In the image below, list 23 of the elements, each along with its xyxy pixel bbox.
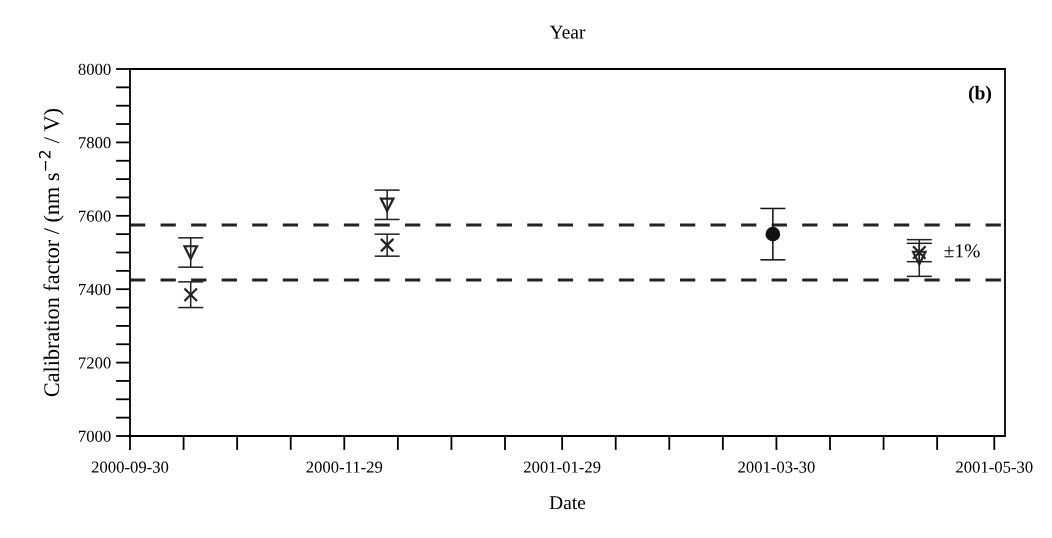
chart-title: Year bbox=[549, 25, 586, 39]
point bbox=[183, 245, 199, 260]
x-tick-label: 2001-01-29 bbox=[523, 461, 601, 473]
point bbox=[183, 287, 199, 303]
x-axis-title: Date bbox=[549, 496, 586, 510]
annotation: (b) bbox=[968, 85, 992, 104]
y-tick-label: 7200 bbox=[79, 357, 111, 369]
y-tick-label: 7600 bbox=[79, 210, 111, 222]
y-tick-label: 7800 bbox=[79, 137, 111, 149]
x-tick-label: 2001-05-30 bbox=[956, 461, 1033, 473]
y-tick-label: 7400 bbox=[79, 283, 111, 296]
point bbox=[379, 197, 395, 213]
y-axis-title: Calibration factor / (nm s$^{−2}$ / V) bbox=[38, 109, 64, 397]
point bbox=[379, 237, 395, 253]
x-tick-label: 2001-03-30 bbox=[738, 461, 815, 473]
x-tick-label: 2000-11-29 bbox=[306, 461, 383, 473]
point bbox=[765, 226, 781, 242]
x-tick-label: 2000-09-30 bbox=[91, 461, 169, 473]
y-tick-label: 8000 bbox=[78, 63, 111, 75]
annotation: ±1% bbox=[944, 244, 980, 258]
point bbox=[911, 245, 927, 260]
y-tick-label: 7000 bbox=[79, 430, 111, 442]
point bbox=[911, 250, 927, 266]
